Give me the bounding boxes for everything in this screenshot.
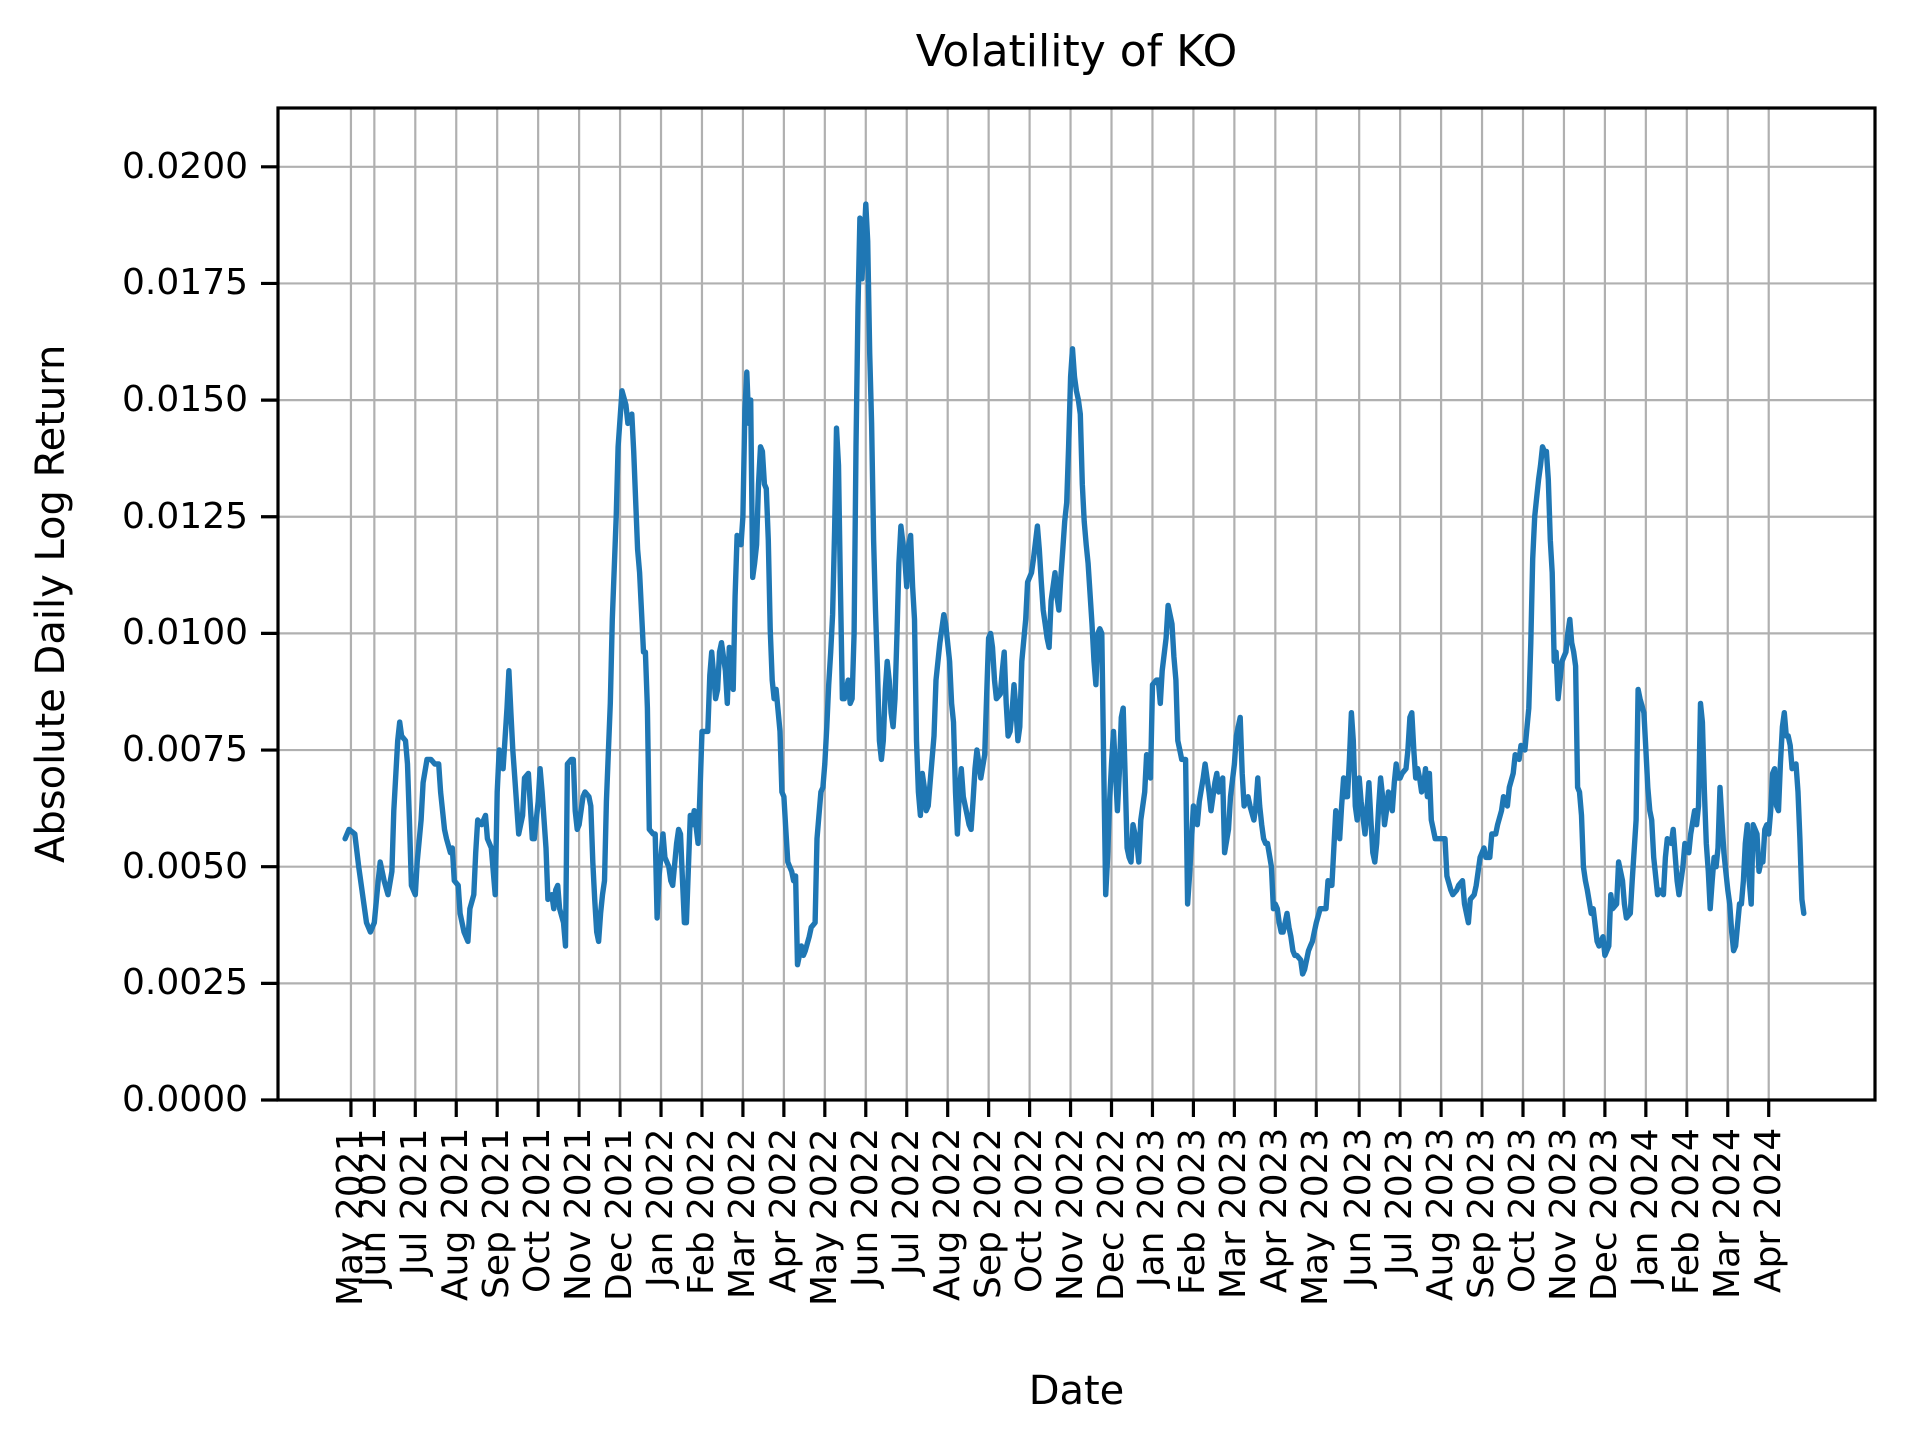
y-tick-label: 0.0150 — [122, 379, 248, 421]
x-tick-label: Jul 2023 — [1379, 1128, 1421, 1276]
plot-border — [276, 106, 1877, 1102]
x-tick-label: Jan 2022 — [640, 1128, 681, 1287]
y-tick-label: 0.0125 — [122, 495, 248, 537]
x-tick-label: May 2022 — [803, 1128, 845, 1307]
x-tick-label: Jun 2023 — [1338, 1127, 1380, 1287]
x-tick-label: Jul 2021 — [394, 1128, 436, 1276]
x-tick-label: Aug 2023 — [1420, 1127, 1462, 1301]
x-tick-label: Feb 2023 — [1172, 1128, 1214, 1295]
x-tick-label: Feb 2024 — [1665, 1128, 1707, 1295]
y-axis-label: Absolute Daily Log Return — [28, 344, 74, 863]
x-tick-label: Sep 2022 — [967, 1128, 1009, 1299]
x-tick-label: Dec 2023 — [1583, 1128, 1625, 1301]
x-tick-label: Apr 2023 — [1254, 1127, 1296, 1293]
x-tick-label: Sep 2023 — [1461, 1128, 1503, 1299]
y-tick-label: 0.0175 — [122, 262, 248, 304]
x-tick-label: Aug 2022 — [926, 1127, 968, 1301]
x-tick-label: Mar 2022 — [721, 1128, 763, 1299]
y-tick-label: 0.0200 — [122, 145, 248, 187]
x-tick-label: Dec 2021 — [599, 1128, 641, 1301]
x-tick-label: Apr 2024 — [1747, 1127, 1789, 1293]
x-tick-label: Nov 2022 — [1049, 1127, 1091, 1301]
x-tick-label: Mar 2024 — [1706, 1128, 1748, 1299]
volatility-line — [342, 201, 1807, 977]
x-axis-label: Date — [1028, 1368, 1125, 1414]
y-tick-label: 0.0000 — [122, 1079, 248, 1120]
x-tick-label: Jan 2023 — [1131, 1128, 1173, 1287]
page-title: Volatility of KO — [915, 26, 1238, 77]
x-tick-label: Jan 2024 — [1624, 1128, 1666, 1287]
x-tick-label: Oct 2023 — [1501, 1127, 1543, 1293]
x-tick-label: Nov 2023 — [1542, 1127, 1584, 1301]
x-tick-label: May 2023 — [1295, 1128, 1337, 1307]
x-tick-label: Jun 2021 — [353, 1127, 395, 1287]
x-tick-label: Dec 2022 — [1090, 1128, 1132, 1301]
x-tick-label: Nov 2021 — [558, 1127, 600, 1301]
x-tick-label: Mar 2023 — [1213, 1128, 1255, 1299]
x-tick-label: Jun 2022 — [844, 1127, 886, 1287]
x-tick-label: Oct 2022 — [1008, 1127, 1050, 1293]
x-tick-label: Oct 2021 — [517, 1127, 559, 1293]
y-tick-label: 0.0075 — [122, 729, 248, 771]
y-tick-label: 0.0050 — [122, 845, 248, 887]
y-tick-label: 0.0100 — [122, 612, 248, 654]
x-tick-label: Apr 2022 — [762, 1127, 804, 1293]
x-tick-label: Sep 2021 — [476, 1128, 518, 1299]
x-tick-label: Aug 2021 — [435, 1127, 477, 1301]
y-tick-label: 0.0025 — [122, 962, 248, 1004]
x-tick-label: Jul 2022 — [885, 1128, 927, 1276]
x-tick-label: Feb 2022 — [680, 1128, 722, 1295]
